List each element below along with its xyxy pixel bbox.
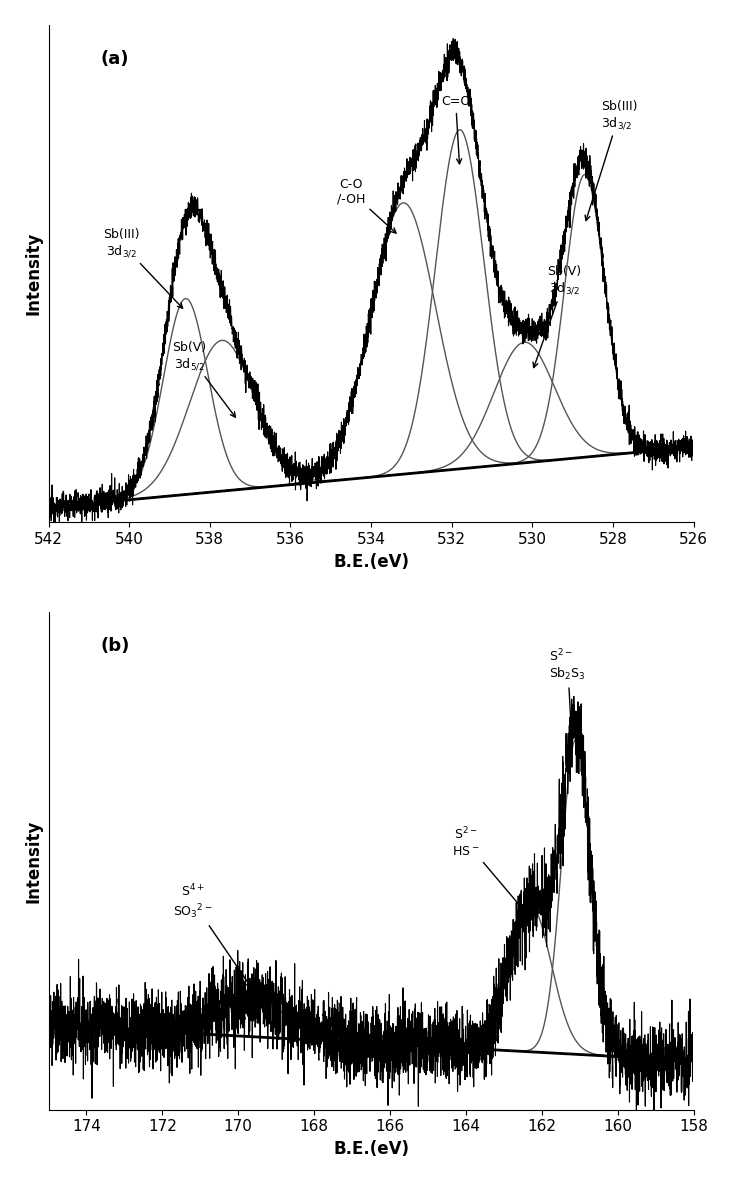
- Text: C-O
/-OH: C-O /-OH: [336, 177, 396, 233]
- Text: Sb(III)
3d$_{3/2}$: Sb(III) 3d$_{3/2}$: [103, 227, 183, 309]
- Y-axis label: Intensity: Intensity: [25, 820, 43, 903]
- Y-axis label: Intensity: Intensity: [25, 232, 43, 316]
- Text: (a): (a): [100, 50, 129, 67]
- Text: (b): (b): [100, 638, 130, 655]
- Text: Sb(V)
3d$_{5/2}$: Sb(V) 3d$_{5/2}$: [172, 341, 235, 418]
- Text: Sb(V)
3d$_{3/2}$: Sb(V) 3d$_{3/2}$: [533, 265, 581, 368]
- X-axis label: B.E.(eV): B.E.(eV): [333, 1140, 409, 1158]
- Text: S$^{4+}$
SO$_3$$^{2-}$: S$^{4+}$ SO$_3$$^{2-}$: [173, 883, 251, 987]
- Text: S$^{2-}$
HS$^-$: S$^{2-}$ HS$^-$: [452, 826, 524, 910]
- Text: C=O: C=O: [441, 95, 471, 164]
- X-axis label: B.E.(eV): B.E.(eV): [333, 552, 409, 570]
- Text: S$^{2-}$
Sb$_2$S$_3$: S$^{2-}$ Sb$_2$S$_3$: [549, 647, 586, 741]
- Text: Sb(III)
3d$_{3/2}$: Sb(III) 3d$_{3/2}$: [585, 99, 637, 220]
